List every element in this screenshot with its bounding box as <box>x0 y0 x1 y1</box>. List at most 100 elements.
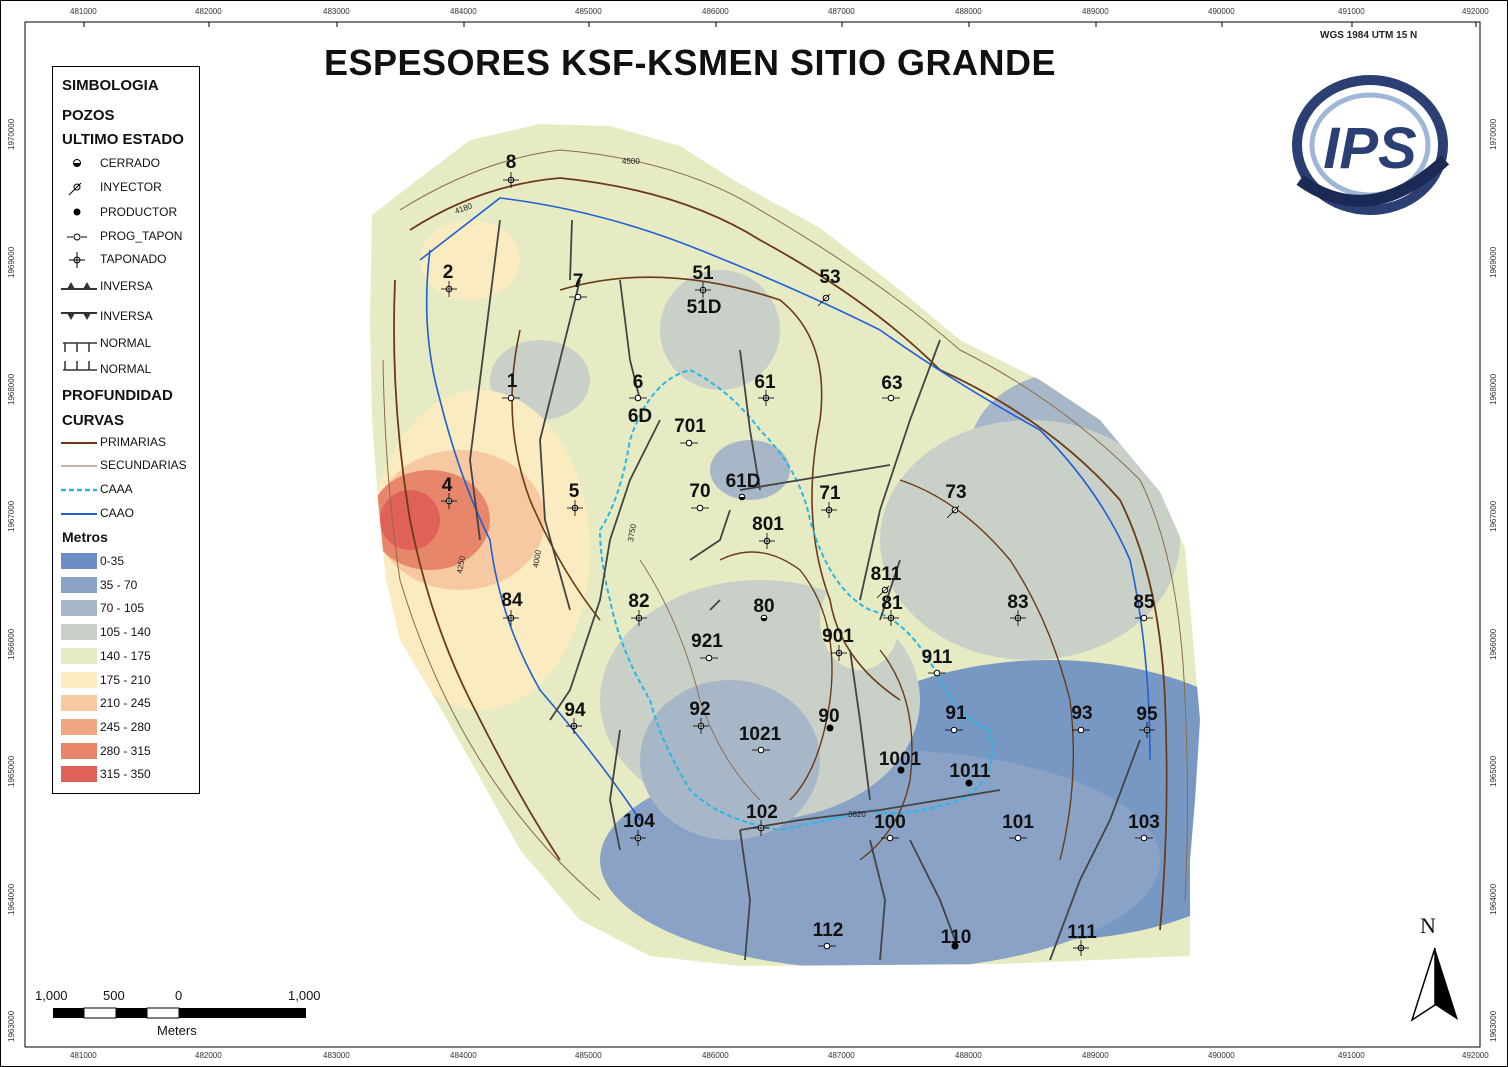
well-label[interactable]: 701 <box>674 416 706 437</box>
well-symbol-icon[interactable] <box>1072 726 1090 734</box>
well-symbol-icon[interactable] <box>945 726 963 734</box>
well-label[interactable]: 100 <box>874 812 906 833</box>
well-symbol-icon[interactable] <box>691 504 709 512</box>
well-symbol-icon[interactable] <box>695 282 711 298</box>
well-label[interactable]: 110 <box>941 927 972 948</box>
well-symbol-icon[interactable] <box>1135 834 1153 842</box>
well-label[interactable]: 94 <box>564 700 586 721</box>
well-symbol-icon[interactable] <box>503 172 519 188</box>
well-label[interactable]: 81 <box>881 593 903 614</box>
wells-heading: POZOS <box>62 107 115 124</box>
well-symbol-icon[interactable] <box>897 766 905 774</box>
well-symbol-icon[interactable] <box>881 834 899 842</box>
well-symbol-icon[interactable] <box>818 942 836 950</box>
well-symbol-icon[interactable] <box>680 439 698 447</box>
well-symbol-icon[interactable] <box>502 394 520 402</box>
well-symbol-icon[interactable] <box>693 718 709 734</box>
legend-curve-secondary: SECUNDARIAS <box>100 458 187 472</box>
well-label[interactable]: 104 <box>623 811 655 832</box>
well-symbol-icon[interactable] <box>1010 610 1026 626</box>
well-symbol-icon[interactable] <box>821 502 837 518</box>
well-symbol-icon[interactable] <box>876 585 890 599</box>
x-tick-label: 481000 <box>70 1051 97 1060</box>
well-label[interactable]: 112 <box>813 920 844 941</box>
well-symbol-icon[interactable] <box>631 610 647 626</box>
well-label[interactable]: 61 <box>754 372 776 393</box>
well-symbol-icon[interactable] <box>738 493 746 501</box>
well-symbol-icon[interactable] <box>758 390 774 406</box>
well-symbol-icon[interactable] <box>882 394 900 402</box>
well-symbol-icon[interactable] <box>441 493 457 509</box>
well-symbol-icon[interactable] <box>759 533 775 549</box>
well-symbol-icon[interactable] <box>760 614 768 622</box>
well-symbol-icon[interactable] <box>566 718 582 734</box>
well-symbol-icon[interactable] <box>752 746 770 754</box>
well-symbol-icon[interactable] <box>1139 722 1155 738</box>
well-label[interactable]: 85 <box>1133 592 1155 613</box>
well-symbol-icon[interactable] <box>831 645 847 661</box>
well-label[interactable]: 82 <box>628 591 649 612</box>
well-symbol-icon[interactable] <box>817 293 831 307</box>
projection-label: WGS 1984 UTM 15 N <box>1320 30 1418 41</box>
well-label[interactable]: 70 <box>689 481 710 502</box>
well-symbol-icon[interactable] <box>946 505 960 519</box>
well-label[interactable]: 111 <box>1067 922 1097 943</box>
well-label[interactable]: 811 <box>871 564 902 585</box>
well-symbol-icon[interactable] <box>753 820 769 836</box>
reverse-fault-up-icon <box>61 282 97 290</box>
well-label[interactable]: 6 <box>633 372 644 393</box>
well-symbol-icon[interactable] <box>965 779 973 787</box>
well-label[interactable]: 911 <box>922 647 953 668</box>
legend-curve-primary: PRIMARIAS <box>100 435 167 449</box>
well-label[interactable]: 901 <box>822 626 854 647</box>
well-symbol-icon[interactable] <box>441 281 457 297</box>
well-label[interactable]: 53 <box>819 267 840 288</box>
well-label[interactable]: 1001 <box>879 749 922 770</box>
well-label[interactable]: 93 <box>1071 703 1092 724</box>
well-label[interactable]: 51D <box>687 297 722 318</box>
well-symbol-icon[interactable] <box>1009 834 1027 842</box>
well-label[interactable]: 84 <box>501 590 523 611</box>
well-label[interactable]: 2 <box>443 262 454 283</box>
well-label[interactable]: 1011 <box>949 761 991 782</box>
well-symbol-icon[interactable] <box>629 394 647 402</box>
well-label[interactable]: 90 <box>818 706 839 727</box>
well-label[interactable]: 1021 <box>739 724 782 745</box>
well-symbol-icon[interactable] <box>1073 940 1089 956</box>
well-label[interactable]: 80 <box>753 596 774 617</box>
well-label[interactable]: 5 <box>569 481 580 502</box>
well-label[interactable]: 61D <box>726 471 761 492</box>
well-symbol-icon[interactable] <box>569 293 587 301</box>
well-label[interactable]: 71 <box>819 483 841 504</box>
well-label[interactable]: 92 <box>689 699 710 720</box>
well-label[interactable]: 83 <box>1007 592 1028 613</box>
well-label[interactable]: 73 <box>945 482 966 503</box>
well-label[interactable]: 101 <box>1002 812 1034 833</box>
well-label[interactable]: 95 <box>1136 704 1158 725</box>
well-label[interactable]: 7 <box>573 271 584 292</box>
well-label[interactable]: 1 <box>507 371 518 392</box>
well-symbol-icon[interactable] <box>567 500 583 516</box>
well-label[interactable]: 91 <box>945 703 967 724</box>
well-symbol-icon[interactable] <box>630 830 646 846</box>
well-label[interactable]: 8 <box>506 152 517 173</box>
well-symbol-icon[interactable] <box>700 654 718 662</box>
well-label[interactable]: 103 <box>1128 812 1160 833</box>
well-symbol-icon[interactable] <box>503 610 519 626</box>
well-symbol-icon[interactable] <box>1135 614 1153 622</box>
well-label[interactable]: 51 <box>692 263 714 284</box>
well-symbol-icon[interactable] <box>951 942 959 950</box>
well-label[interactable]: 801 <box>752 514 784 535</box>
well-label[interactable]: 102 <box>746 802 778 823</box>
well-label[interactable]: 63 <box>881 373 902 394</box>
well-label[interactable]: 6D <box>628 406 652 427</box>
well-symbol-icon[interactable] <box>928 669 946 677</box>
well-label[interactable]: 4 <box>442 475 453 496</box>
well-symbol-icon[interactable] <box>883 610 899 626</box>
x-tick-label: 490000 <box>1208 7 1235 16</box>
well-label[interactable]: 921 <box>691 631 723 652</box>
well-symbol-icon[interactable] <box>826 724 834 732</box>
y-tick-label: 1964000 <box>1489 883 1498 915</box>
legend-curve-caao: CAAO <box>100 506 135 520</box>
y-tick-label: 1966000 <box>1489 628 1498 660</box>
